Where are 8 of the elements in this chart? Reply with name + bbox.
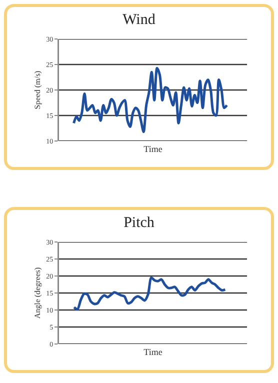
y-axis-title: Speed (m/s) [33,70,42,110]
line-series [72,66,228,134]
x-axis-title: Time [144,346,162,357]
y-axis-title: Angle (degrees) [33,267,42,319]
line-series [72,276,226,311]
chart-title: Pitch [124,215,155,232]
chart-title: Wind [122,12,156,28]
x-axis-title: Time [144,144,162,154]
